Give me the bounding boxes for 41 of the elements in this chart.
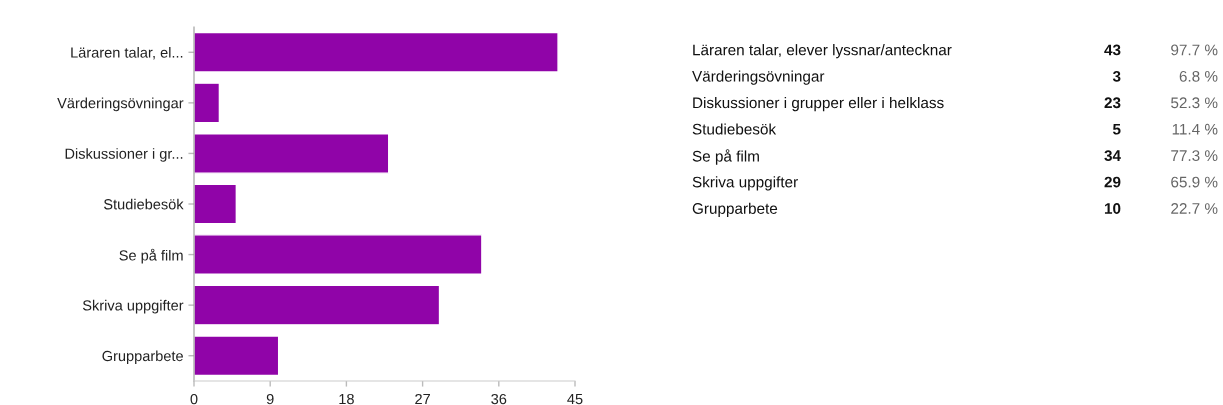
y-tick-label: Se på film	[119, 248, 183, 264]
bar	[194, 335, 280, 377]
category-label: Värderingsövningar	[692, 70, 825, 85]
y-tick-label: Värderingsövningar	[57, 97, 184, 112]
data-label: 43	[1104, 44, 1121, 56]
category-label: Grupparbete	[692, 202, 778, 217]
data-label: 3	[1112, 70, 1121, 82]
y-tick-label: Diskussioner i gr...	[65, 148, 183, 162]
y-tick-label: Läraren talar, el...	[71, 47, 183, 60]
category-label: Diskussioner i grupper eller i helklass	[693, 96, 944, 112]
bar	[194, 284, 441, 326]
y-tick-label: Grupparbete	[102, 350, 183, 365]
data-label: 52.3 %	[1171, 97, 1218, 109]
data-label: 97.7 %	[1171, 44, 1218, 56]
data-label: 65.9 %	[1171, 176, 1218, 188]
category-label: Se på film	[692, 149, 759, 165]
category-label: Skriva uppgifter	[692, 176, 798, 191]
data-label: 23	[1104, 97, 1121, 109]
data-label: 77.3 %	[1171, 150, 1218, 162]
data-label: 22.7 %	[1171, 203, 1218, 214]
data-label: 29	[1104, 176, 1121, 188]
data-label: 34	[1104, 150, 1121, 162]
x-tick-label: 0	[190, 393, 198, 405]
x-tick-label: 27	[415, 393, 430, 405]
x-tick-label: 9	[266, 393, 274, 405]
bar	[194, 82, 221, 124]
category-label: Studiebesök	[692, 123, 777, 135]
y-tick-label: Studiebesök	[103, 198, 184, 210]
x-tick-label: 45	[567, 394, 583, 405]
bar	[194, 183, 238, 225]
bar	[194, 234, 483, 275]
category-label: Läraren talar, elever lyssnar/antecknar	[693, 44, 952, 59]
bar	[194, 133, 390, 174]
data-label: 10	[1104, 203, 1121, 214]
data-label: 5	[1112, 123, 1121, 135]
x-tick-label: 18	[339, 393, 354, 405]
x-tick-label: 36	[491, 393, 507, 405]
data-label: 11.4 %	[1172, 123, 1218, 135]
bar	[194, 31, 559, 73]
data-label: 6.8 %	[1179, 70, 1218, 82]
y-tick-label: Skriva uppgifter	[82, 299, 184, 314]
